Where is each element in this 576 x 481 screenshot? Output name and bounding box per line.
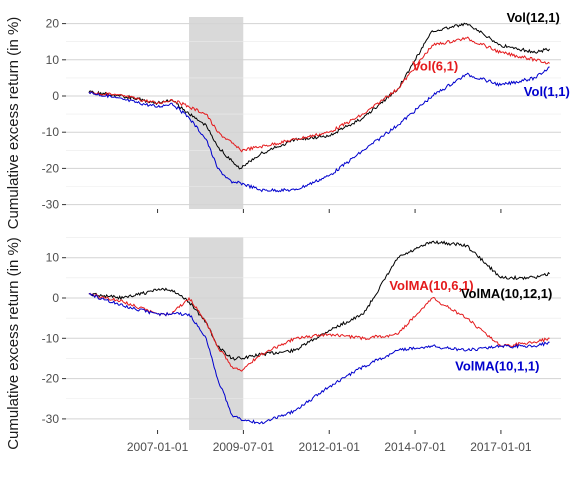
y-tick-label: 10 — [46, 251, 60, 265]
y-tick-label: -30 — [42, 412, 60, 426]
panel-bottom: -30 -20 -10 0 10 VolMA(10,6,1)VolMA(10,12,1) V… — [5, 237, 561, 454]
x-tick-label: 2009-07-01 — [213, 440, 275, 454]
series-line — [88, 36, 550, 153]
y-tick-label: -20 — [42, 161, 60, 175]
y-tick-label: -10 — [42, 331, 60, 345]
x-tick-label: 2014-07-01 — [384, 440, 446, 454]
y-tick-label: 0 — [52, 291, 59, 305]
series-label: Vol(12,1) — [507, 10, 560, 25]
y-tick-label: -10 — [42, 125, 60, 139]
y-tick-label: 10 — [46, 53, 60, 67]
series-label: Vol(1,1) — [524, 84, 570, 99]
y-tick-label: 0 — [52, 89, 59, 103]
series-label: VolMA(10,6,1) — [389, 278, 473, 293]
series-label: VolMA(10,1,1) — [455, 359, 539, 374]
series-line — [88, 66, 550, 193]
y-axis-label: Cumulative excess return (in %) — [5, 17, 22, 230]
y-tick-label: 20 — [46, 17, 60, 31]
panel-top: -30 -20 -10 0 10 20 Vol(12,1) Vol(6,1) Vol(1,1) C… — [5, 10, 570, 229]
y-axis-label: Cumulative excess return (in %) — [5, 237, 22, 450]
y-tick-label: -20 — [42, 372, 60, 386]
series-line — [88, 240, 550, 361]
x-tick-label: 2012-01-01 — [299, 440, 361, 454]
series-line — [88, 292, 550, 425]
series-label: Vol(6,1) — [412, 59, 458, 74]
x-tick-label: 2017-01-01 — [470, 440, 532, 454]
series-label: VolMA(10,12,1) — [461, 286, 553, 301]
recession-shading — [189, 17, 244, 209]
x-tick-label: 2007-01-01 — [127, 440, 189, 454]
y-tick-label: -30 — [42, 198, 60, 212]
recession-shading — [189, 237, 244, 430]
